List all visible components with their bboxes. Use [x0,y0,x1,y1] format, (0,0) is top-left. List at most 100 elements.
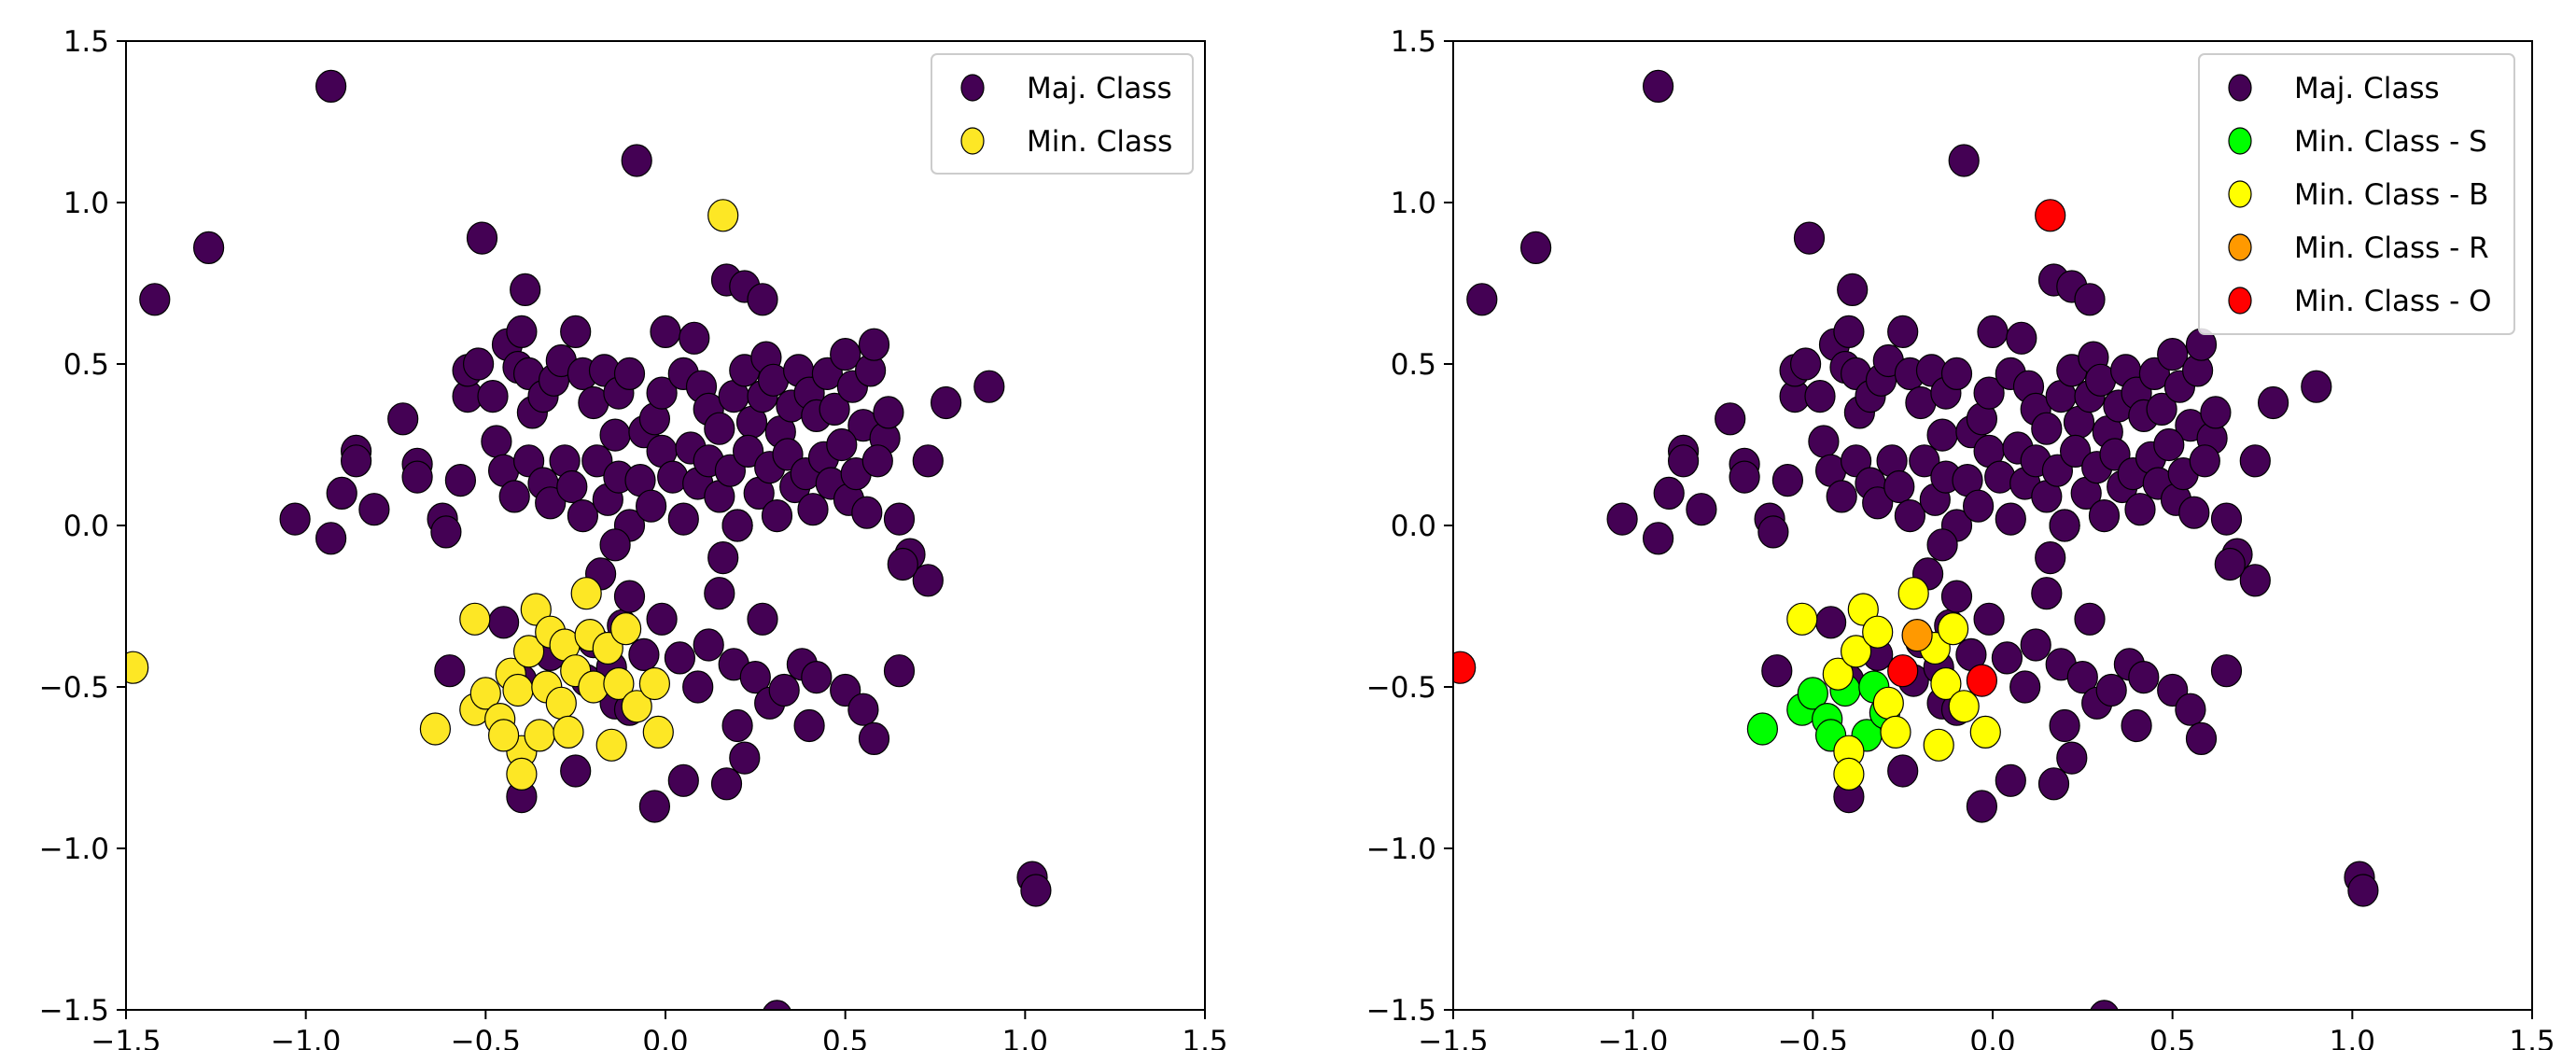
data-point [2210,654,2243,688]
data-point [2031,412,2063,445]
data-point [1826,480,1857,513]
data-point [732,434,764,468]
data-point [682,670,714,704]
data-point [2128,660,2160,694]
data-point [1833,757,1865,791]
data-point [2037,767,2070,801]
data-point [1757,515,1789,549]
x-tick-label: −1.0 [271,1025,341,1050]
data-point [638,790,671,823]
data-point [1973,602,2005,636]
y-tick-label: 0.5 [1391,348,1436,382]
data-point [1466,283,1498,316]
legend-label: Maj. Class [1027,72,1172,105]
data-point [2090,1000,2119,1010]
data-point [498,480,530,513]
data-point [2210,502,2243,536]
data-point [1963,489,1995,523]
y-tick-label: −1.0 [39,833,109,866]
data-point [883,654,916,688]
data-point [1862,486,1894,520]
data-point [512,635,545,668]
data-point [126,651,149,684]
data-points [1453,69,2379,1010]
data-point [667,763,699,797]
data-point [2146,392,2177,426]
data-point [883,502,916,536]
data-point [912,444,944,478]
data-point [801,660,833,694]
x-tick-label: −1.5 [91,1025,161,1050]
data-point [621,690,652,723]
data-point [466,221,498,255]
x-tick-label: −0.5 [1778,1025,1848,1050]
data-point [1833,315,1865,348]
legend-marker [2228,127,2252,155]
data-point [873,396,904,429]
data-point [315,69,347,104]
data-point [646,376,678,410]
data-point [469,677,501,710]
data-point [2157,338,2189,371]
data-point [2239,564,2271,597]
y-tick-label: −0.5 [1366,671,1436,705]
data-point [739,660,771,694]
data-point [2258,385,2289,420]
data-point [1729,460,1760,494]
data-point [1940,357,1973,390]
y-tick-label: 1.0 [63,187,109,220]
data-point [861,444,893,478]
data-point [1822,657,1854,691]
data-point [1840,635,1872,668]
data-point [830,338,861,371]
data-point [2035,199,2066,232]
data-point [1887,754,1919,788]
data-point [721,708,753,743]
x-tick-label: 0.0 [1969,1025,2015,1050]
x-tick-label: 1.5 [2509,1025,2555,1050]
data-point [1940,580,1973,613]
data-point [570,577,602,610]
data-point [930,385,962,420]
x-tick-label: 0.5 [2149,1025,2195,1050]
data-point [459,602,491,636]
data-point [707,540,739,575]
data-point [650,315,681,348]
data-point [851,496,883,529]
data-point [973,370,1005,403]
data-point [401,460,433,494]
data-point [524,719,555,752]
data-point [1938,612,1969,646]
data-point [535,486,567,520]
data-point [2153,427,2185,462]
scatter-plot-left: −1.5−1.5 −1.0 −1.0 −0.5 −0.5 0.0 0.0 0.5 0.5 1.0 1… [39,25,1228,1050]
data-point [2020,628,2051,662]
y-tick-label: 1.0 [1391,187,1436,220]
data-point [434,654,466,688]
scatter-plot-right: −1.5−1.5 −1.0 −1.0 −0.5 −0.5 0.0 0.0 0.5 0.5 1.0 1… [1366,25,2555,1050]
data-point [2301,370,2332,403]
data-point [664,641,696,675]
data-point [1020,874,1052,907]
data-point [1977,315,2009,348]
data-point [763,1000,791,1010]
data-point [2049,708,2080,743]
data-point [768,673,800,707]
data-point [2121,708,2152,743]
data-point [1969,715,2001,749]
data-point [1653,476,1685,511]
x-tick-label: 1.0 [1002,1025,1048,1050]
x-tick-label: −1.5 [1418,1025,1488,1050]
data-point [667,502,699,536]
data-point [1991,641,2023,675]
data-point [341,444,372,478]
data-point [2095,673,2127,707]
data-point [1789,347,1822,381]
data-point [1923,728,1954,762]
data-point [1771,463,1804,497]
y-tick-label: −1.5 [39,994,109,1028]
data-point [477,380,509,413]
data-point [1966,664,1997,697]
data-point [826,427,858,462]
data-point [679,321,710,355]
